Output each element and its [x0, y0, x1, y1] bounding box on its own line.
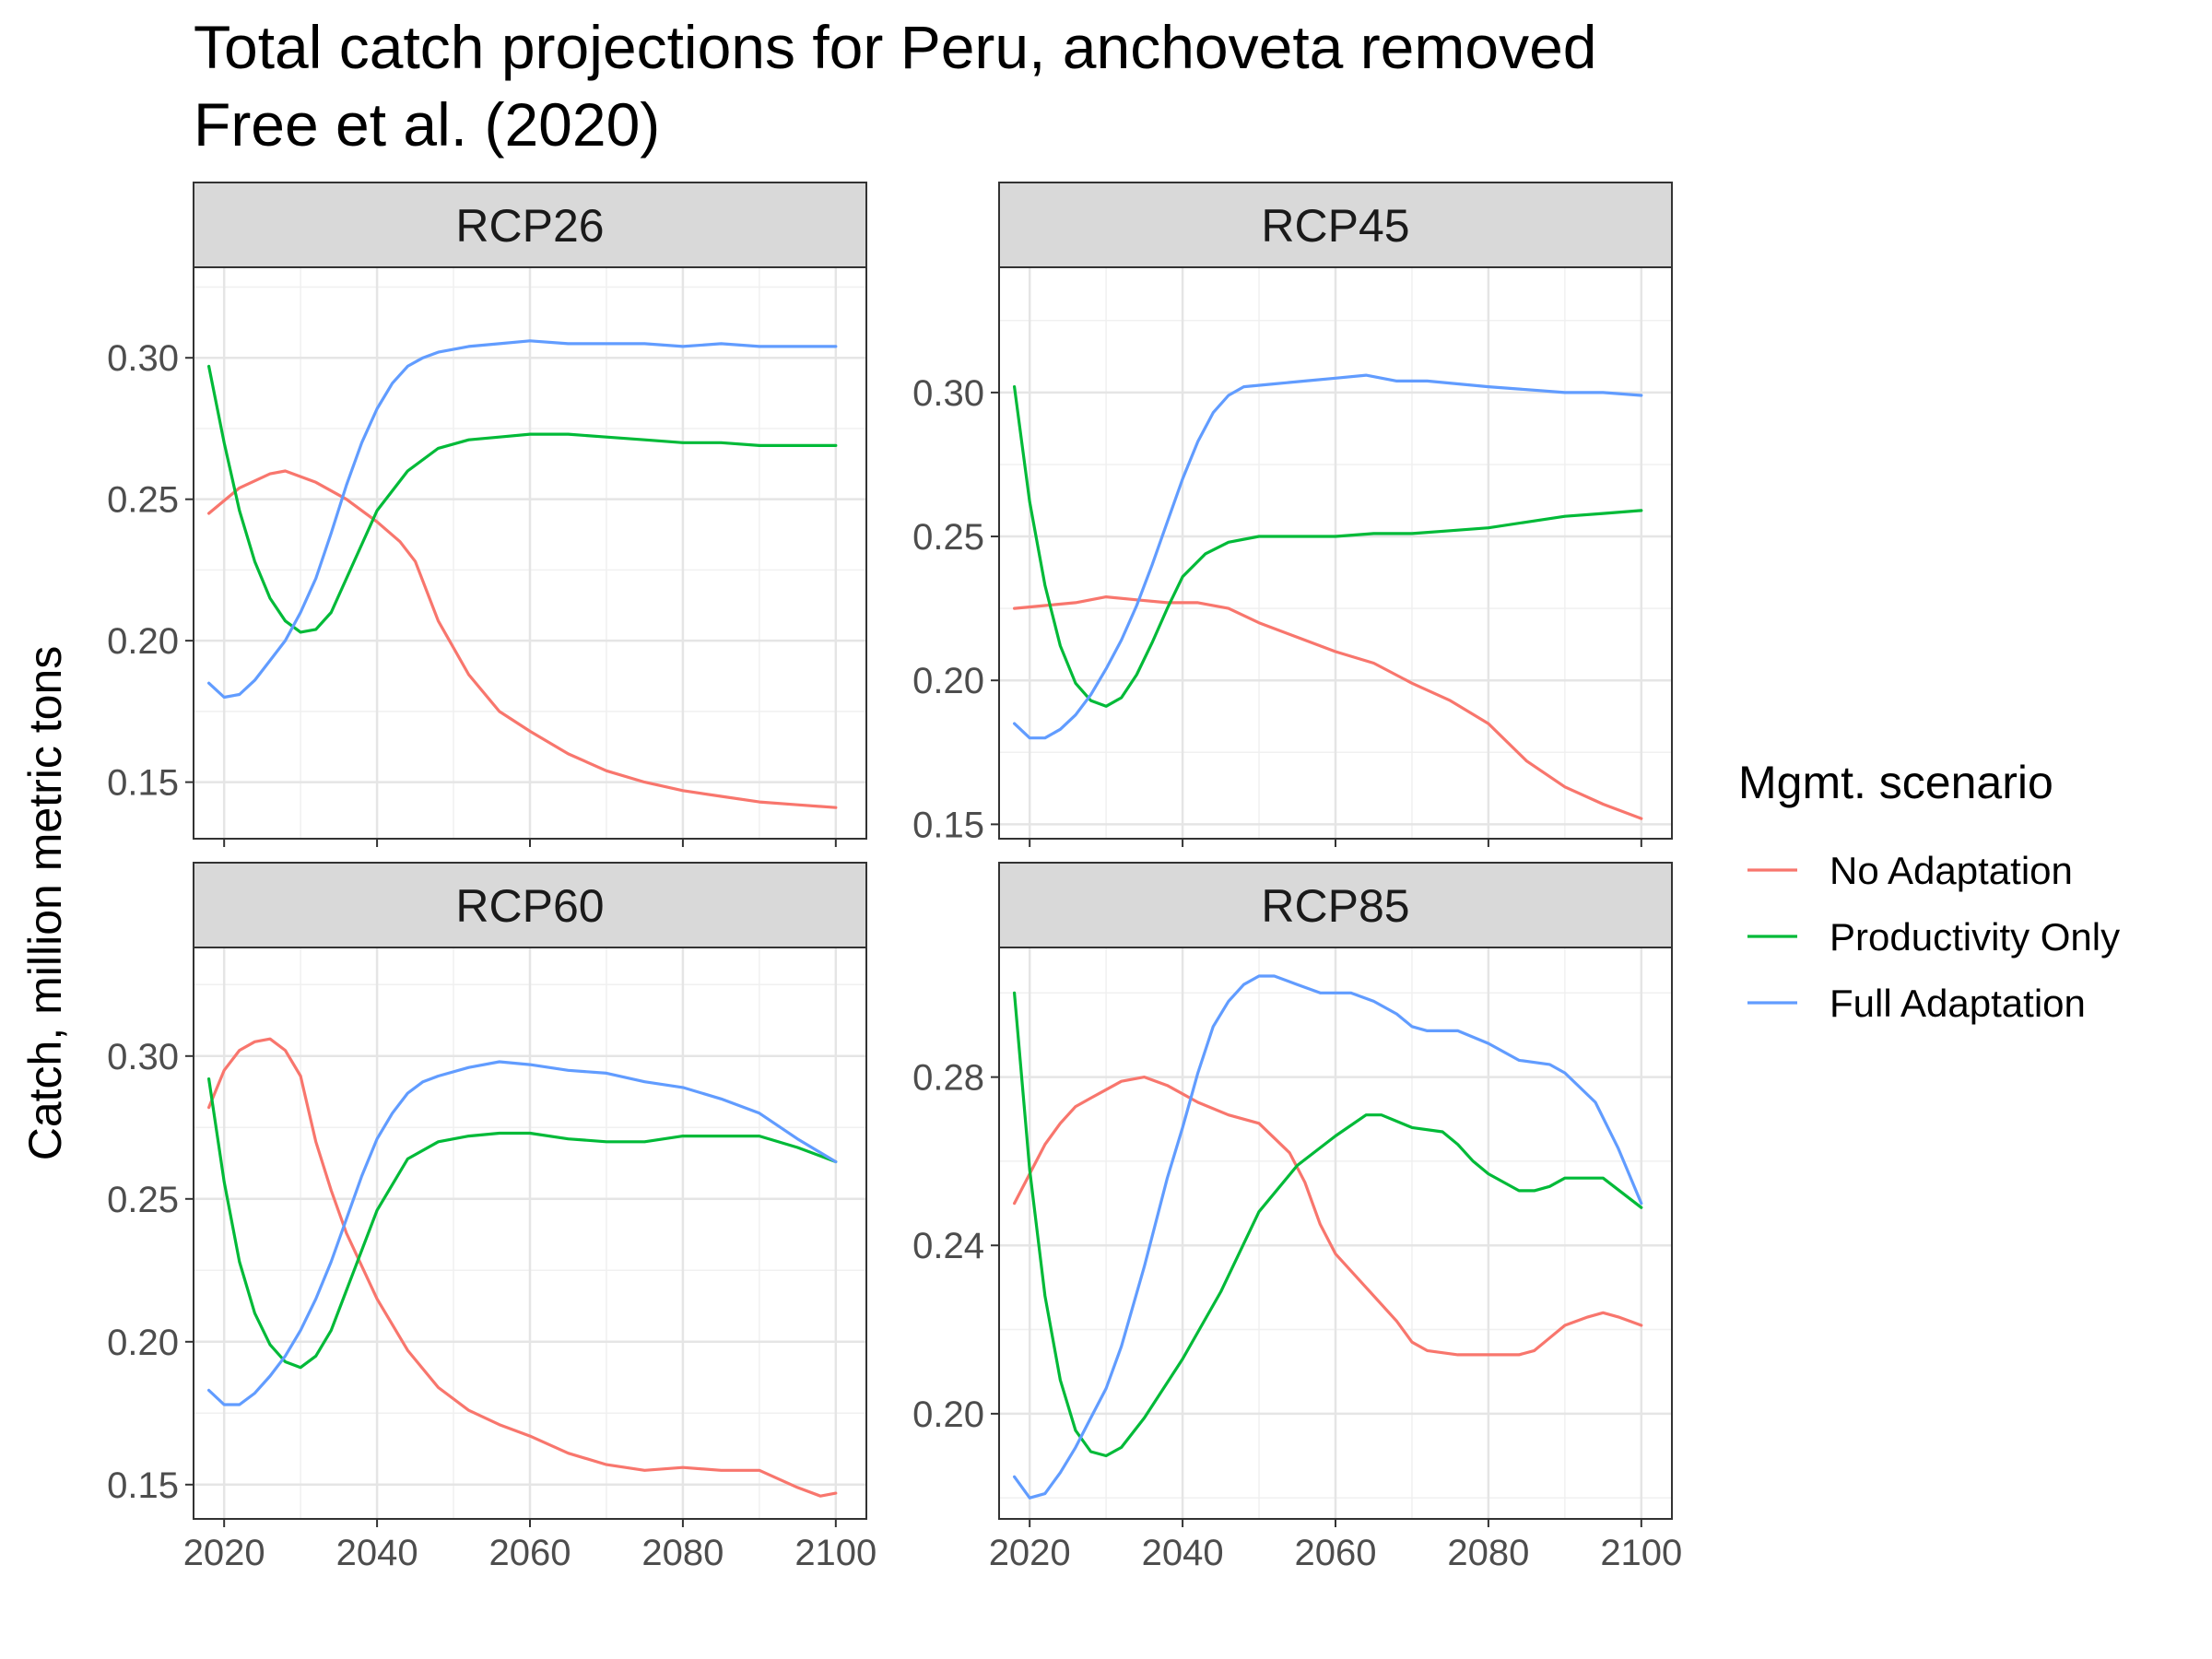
legend-item-no-adaptation: No Adaptation — [1747, 849, 2073, 892]
series-line-full-adaptation — [1012, 974, 1643, 1500]
series-line-productivity-only — [1012, 385, 1643, 708]
y-tick-label: 0.28 — [912, 1058, 984, 1099]
y-tick-label: 0.30 — [107, 1037, 179, 1077]
series-line-no-adaptation — [207, 1037, 838, 1498]
panel-border — [998, 947, 1673, 1520]
series-line-no-adaptation — [1012, 1075, 1643, 1357]
x-tick-label: 2100 — [1600, 1533, 1682, 1573]
y-tick-label: 0.25 — [912, 517, 984, 558]
legend-label: Full Adaptation — [1830, 982, 2086, 1025]
y-tick-label: 0.25 — [107, 480, 179, 521]
y-tick-label: 0.30 — [107, 338, 179, 379]
y-tick-label: 0.30 — [912, 373, 984, 414]
panel-border — [193, 947, 867, 1520]
x-tick-label: 2100 — [794, 1533, 877, 1573]
legend-item-productivity-only: Productivity Only — [1747, 915, 2120, 959]
x-tick-label: 2080 — [1447, 1533, 1529, 1573]
y-tick-label: 0.20 — [107, 1323, 179, 1363]
series-line-productivity-only — [207, 1077, 838, 1370]
facet-strip — [193, 182, 867, 268]
series-line-full-adaptation — [207, 1060, 838, 1406]
facet-label: RCP26 — [455, 200, 604, 252]
series-line-no-adaptation — [207, 469, 838, 809]
series-line-full-adaptation — [1012, 373, 1643, 740]
x-tick-label: 2020 — [183, 1533, 265, 1573]
panel-rcp85: RCP85 0.20 0.24 0.28 2020 2040 2060 2080 2100 — [912, 862, 1682, 1573]
legend-item-full-adaptation: Full Adaptation — [1747, 982, 2086, 1025]
chart-title: Total catch projections for Peru, anchov… — [194, 13, 1596, 81]
facet-strip — [193, 862, 867, 948]
chart-subtitle: Free et al. (2020) — [194, 90, 660, 159]
panel-border — [998, 266, 1673, 840]
facet-label: RCP45 — [1261, 200, 1409, 252]
y-tick-label: 0.15 — [912, 805, 984, 845]
x-tick-label: 2040 — [336, 1533, 418, 1573]
legend: Mgmt. scenario No Adaptation Productivity… — [1738, 757, 2120, 1025]
series-line-productivity-only — [207, 364, 838, 634]
y-tick-label: 0.20 — [912, 1394, 984, 1435]
series-line-no-adaptation — [1012, 594, 1643, 820]
y-tick-label: 0.15 — [107, 763, 179, 804]
x-tick-label: 2080 — [641, 1533, 724, 1573]
y-tick-label: 0.24 — [912, 1226, 984, 1266]
legend-title: Mgmt. scenario — [1738, 757, 2053, 808]
y-tick-label: 0.25 — [107, 1180, 179, 1220]
x-tick-label: 2020 — [989, 1533, 1071, 1573]
legend-label: Productivity Only — [1830, 915, 2120, 959]
x-tick-label: 2040 — [1142, 1533, 1224, 1573]
facet-strip — [998, 182, 1673, 268]
x-tick-label: 2060 — [489, 1533, 571, 1573]
legend-label: No Adaptation — [1830, 849, 2073, 892]
facet-label: RCP85 — [1261, 880, 1409, 932]
y-tick-label: 0.15 — [107, 1465, 179, 1506]
y-axis-title: Catch, million metric tons — [19, 646, 71, 1161]
panel-rcp60: RCP60 0.15 0.20 0.25 0.30 2020 2040 2060 2080 210… — [107, 862, 877, 1573]
y-tick-label: 0.20 — [107, 621, 179, 662]
facet-label: RCP60 — [455, 880, 604, 932]
y-tick-label: 0.20 — [912, 661, 984, 701]
facet-panels: RCP26 0.15 0.20 0.25 0.30 RCP45 0.15 0.20 0.25 0.… — [107, 182, 1682, 1573]
panel-border — [193, 266, 867, 840]
x-tick-label: 2060 — [1295, 1533, 1377, 1573]
panel-rcp45: RCP45 0.15 0.20 0.25 0.30 — [912, 182, 1673, 847]
series-line-full-adaptation — [207, 339, 838, 700]
panel-rcp26: RCP26 0.15 0.20 0.25 0.30 — [107, 182, 867, 847]
